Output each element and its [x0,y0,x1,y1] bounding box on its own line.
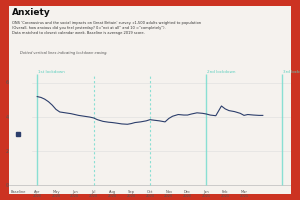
Text: 0: 0 [6,183,9,188]
Text: 2: 2 [6,149,9,154]
Text: Aug
2020: Aug 2020 [108,190,117,198]
Text: 2nd lockdown: 2nd lockdown [207,70,236,74]
Text: May
2020: May 2020 [51,190,61,198]
Text: Feb
2021: Feb 2021 [220,190,230,198]
Text: 3rd lockdown: 3rd lockdown [283,70,300,74]
Text: Baseline: Baseline [11,190,26,194]
Text: Dotted vertical lines indicating lockdown easing.: Dotted vertical lines indicating lockdow… [20,51,108,55]
Text: Jul
2020: Jul 2020 [89,190,98,198]
Text: Sep
2020: Sep 2020 [127,190,136,198]
Text: Jun
2020: Jun 2020 [70,190,80,198]
Text: 1st lockdown: 1st lockdown [38,70,65,74]
Text: Anxiety: Anxiety [12,8,51,17]
Text: Nov
2020: Nov 2020 [164,190,173,198]
Text: 6: 6 [6,80,9,85]
Text: Dec
2020: Dec 2020 [183,190,192,198]
Text: 4: 4 [6,115,9,120]
Text: Oct
2020: Oct 2020 [146,190,154,198]
Text: Jan
2021: Jan 2021 [202,190,211,198]
Text: ONS ‘Coronavirus and the social impacts on Great Britain’ survey. c1,500 adults : ONS ‘Coronavirus and the social impacts … [12,21,201,35]
Text: Apr
2020: Apr 2020 [33,190,42,198]
Text: Mar
2021: Mar 2021 [239,190,249,198]
